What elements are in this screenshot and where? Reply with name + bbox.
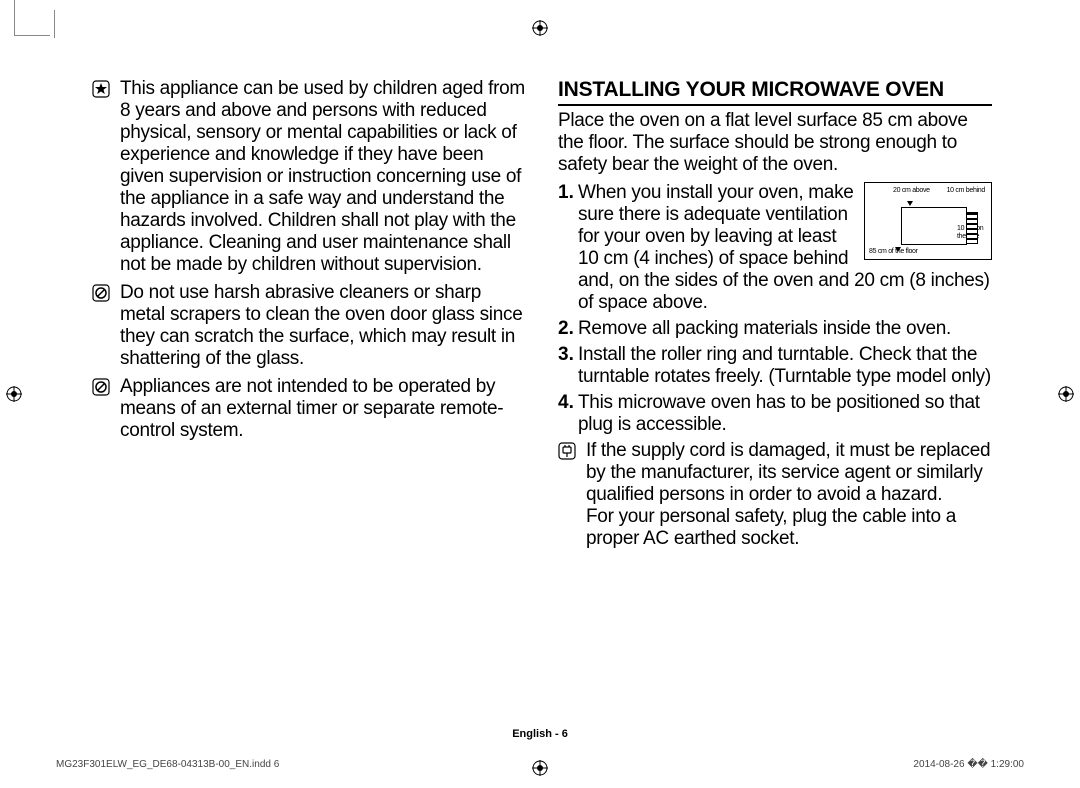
safety-note: Appliances are not intended to be operat…	[92, 376, 526, 442]
step-text: Install the roller ring and turntable. C…	[578, 344, 992, 388]
page-footer-center: English - 6	[0, 728, 1080, 740]
registration-mark-icon	[6, 386, 22, 402]
step-number: 2.	[558, 318, 578, 340]
arrow-down-icon	[895, 247, 901, 252]
page-footer-right: 2014-08-26 �� 1:29:00	[913, 759, 1024, 770]
left-column: This appliance can be used by children a…	[92, 78, 526, 702]
step-text: This microwave oven has to be positioned…	[578, 392, 992, 436]
registration-mark-icon	[532, 760, 548, 776]
page-footer-left: MG23F301ELW_EG_DE68-04313B-00_EN.indd 6	[56, 759, 279, 770]
safety-note: This appliance can be used by children a…	[92, 78, 526, 276]
safety-note-text: Do not use harsh abrasive cleaners or sh…	[120, 282, 526, 370]
safety-note-text: This appliance can be used by children a…	[120, 78, 526, 276]
plug-icon	[558, 440, 586, 550]
arrow-down-icon	[907, 201, 913, 206]
star-icon	[92, 78, 120, 276]
oven-icon	[901, 207, 967, 245]
install-note: If the supply cord is damaged, it must b…	[558, 440, 992, 550]
install-step: 2. Remove all packing materials inside t…	[558, 318, 992, 340]
crop-mark	[14, 0, 50, 36]
install-note-text: If the supply cord is damaged, it must b…	[586, 440, 992, 550]
install-step: 4. This microwave oven has to be positio…	[558, 392, 992, 436]
registration-mark-icon	[1058, 386, 1074, 402]
section-intro: Place the oven on a flat level surface 8…	[558, 110, 992, 176]
page-content: This appliance can be used by children a…	[92, 78, 992, 702]
step-number: 4.	[558, 392, 578, 436]
step-number: 1.	[558, 182, 578, 314]
section-heading: INSTALLING YOUR MICROWAVE OVEN	[558, 78, 992, 106]
clearance-diagram: 20 cm above 10 cm behind 10 cm on the si…	[864, 182, 992, 260]
install-step: 1. 20 cm above 10 cm behind 10 cm on the…	[558, 182, 992, 314]
prohibit-icon	[92, 282, 120, 370]
safety-note: Do not use harsh abrasive cleaners or sh…	[92, 282, 526, 370]
prohibit-icon	[92, 376, 120, 442]
diagram-label: 85 cm of the floor	[869, 248, 918, 256]
safety-note-text: Appliances are not intended to be operat…	[120, 376, 526, 442]
step-number: 3.	[558, 344, 578, 388]
diagram-label: 10 cm behind	[947, 187, 985, 195]
step-text: 20 cm above 10 cm behind 10 cm on the si…	[578, 182, 992, 314]
diagram-label: 20 cm above	[893, 187, 930, 195]
step-text: Remove all packing materials inside the …	[578, 318, 992, 340]
install-step: 3. Install the roller ring and turntable…	[558, 344, 992, 388]
crop-mark	[54, 10, 66, 38]
registration-mark-icon	[532, 20, 548, 36]
right-column: INSTALLING YOUR MICROWAVE OVEN Place the…	[558, 78, 992, 702]
